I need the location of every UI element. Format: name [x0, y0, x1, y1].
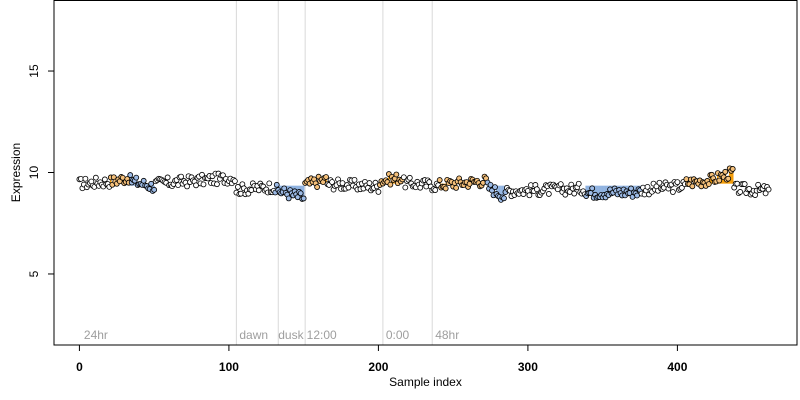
data-points — [76, 165, 772, 203]
data-point-148 — [297, 190, 304, 197]
data-point-388 — [656, 179, 663, 186]
data-point-428 — [716, 177, 723, 184]
data-point-241 — [436, 177, 443, 183]
data-point-50 — [151, 186, 158, 193]
data-point-369 — [628, 185, 634, 192]
data-point-140 — [285, 195, 292, 202]
data-point-434 — [725, 175, 732, 182]
data-point-380 — [644, 183, 651, 190]
x-tick-label-1: 100 — [219, 360, 239, 374]
data-point-275 — [487, 181, 494, 188]
data-point-432 — [722, 168, 729, 175]
data-point-208 — [387, 181, 394, 188]
y-tick-label-1: 10 — [27, 166, 41, 180]
data-point-301 — [526, 192, 533, 199]
data-point-212 — [393, 171, 400, 178]
data-point-400 — [674, 179, 681, 186]
data-point-68 — [178, 173, 184, 180]
annotation-0: 24hr — [84, 328, 108, 342]
data-point-34 — [127, 172, 134, 178]
plot-frame — [53, 0, 798, 346]
annotations: 24hr dawn dusk 12:00 0:00 48hr — [84, 328, 459, 342]
data-point-83 — [200, 181, 207, 188]
y-axis: 5 10 15 — [27, 64, 54, 277]
data-point-306 — [533, 186, 540, 193]
y-tick-label-0: 5 — [27, 270, 41, 277]
x-axis-label: Sample index — [389, 375, 462, 389]
data-point-278 — [492, 184, 498, 191]
data-point-132 — [273, 181, 280, 188]
annotation-2: dusk — [278, 328, 304, 342]
y-tick-label-2: 15 — [27, 64, 41, 78]
x-axis: 0 100 200 300 400 — [76, 345, 688, 374]
data-point-284 — [501, 195, 507, 202]
annotation-5: 48hr — [435, 328, 459, 342]
x-tick-label-0: 0 — [76, 360, 83, 374]
data-point-194 — [366, 180, 373, 186]
data-point-314 — [545, 191, 552, 197]
data-point-442 — [737, 189, 744, 195]
annotation-1: dawn — [239, 328, 268, 342]
data-point-159 — [314, 184, 321, 190]
annotation-4: 0:00 — [386, 328, 410, 342]
data-point-200 — [375, 188, 382, 195]
data-point-106 — [234, 184, 241, 190]
annotation-3: 12:00 — [307, 328, 337, 342]
data-point-150 — [300, 195, 307, 202]
data-point-11 — [92, 174, 99, 181]
data-point-322 — [557, 181, 564, 188]
data-point-38 — [133, 174, 140, 181]
data-point-445 — [741, 181, 748, 187]
data-point-245 — [442, 185, 449, 192]
data-point-238 — [432, 187, 439, 193]
data-point-184 — [351, 176, 358, 183]
data-point-92 — [214, 181, 220, 188]
y-axis-label: Expression — [9, 143, 23, 202]
data-point-343 — [589, 185, 596, 192]
vertical-reference-lines — [235, 0, 433, 345]
data-point-331 — [571, 190, 578, 197]
data-point-221 — [406, 174, 413, 181]
data-point-461 — [765, 186, 772, 193]
data-point-127 — [266, 180, 273, 187]
data-point-120 — [255, 187, 262, 194]
data-point-137 — [281, 185, 288, 192]
data-point-437 — [729, 166, 736, 172]
data-point-217 — [400, 174, 407, 181]
x-tick-label-4: 400 — [667, 360, 687, 374]
data-point-59 — [164, 174, 171, 181]
data-point-48 — [148, 180, 155, 187]
data-point-96 — [220, 172, 226, 179]
data-point-165 — [323, 174, 329, 180]
x-tick-label-2: 200 — [368, 360, 388, 374]
data-point-218 — [402, 184, 409, 191]
data-point-334 — [575, 180, 582, 187]
data-point-4 — [82, 175, 89, 182]
data-point-421 — [705, 181, 712, 187]
data-point-252 — [453, 185, 460, 191]
data-point-410 — [689, 183, 696, 190]
data-point-454 — [755, 181, 762, 188]
data-point-72 — [184, 183, 190, 190]
data-point-169 — [329, 179, 335, 185]
data-point-104 — [231, 178, 238, 185]
x-tick-label-3: 300 — [518, 360, 538, 374]
data-point-403 — [678, 184, 685, 191]
data-point-397 — [670, 189, 676, 195]
data-point-43 — [140, 177, 147, 184]
data-point-459 — [762, 190, 769, 197]
